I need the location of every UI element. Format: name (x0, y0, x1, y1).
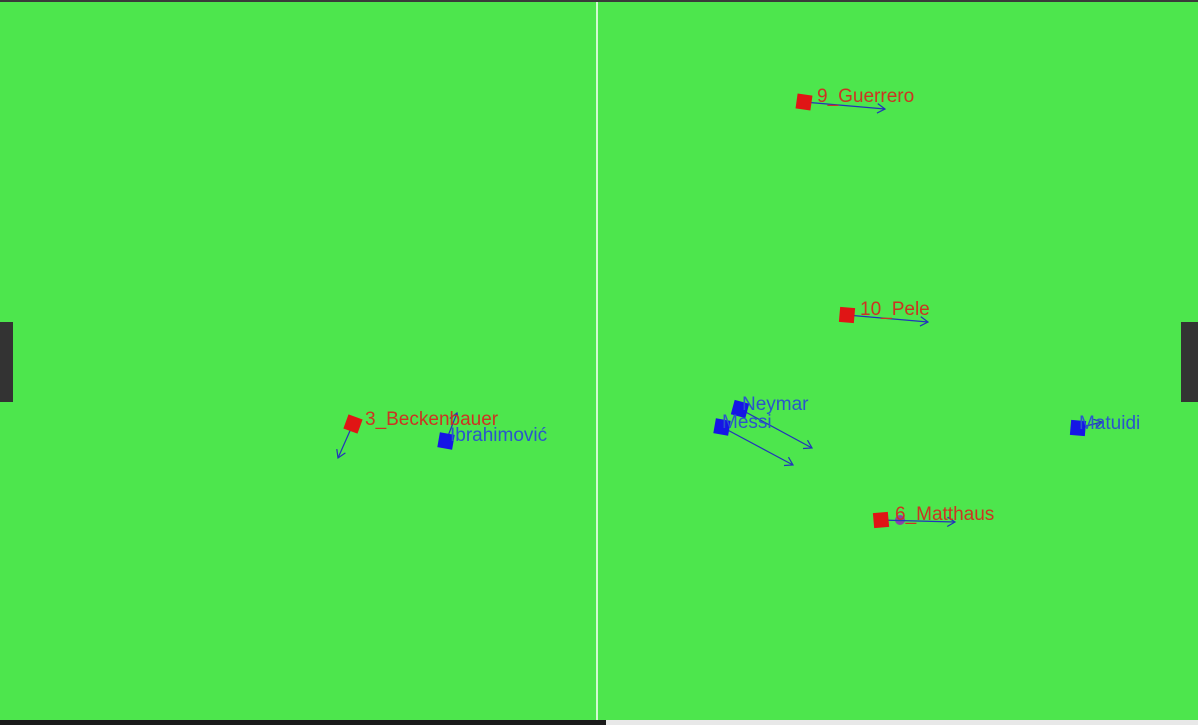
player-pele-heading-arrow (846, 314, 929, 323)
player-guerrero-arrow-head (876, 103, 887, 114)
player-messi-arrow-head (783, 456, 795, 467)
bottom-border-right (606, 720, 1198, 725)
player-matthaus-heading-arrow (880, 519, 956, 523)
player-label-guerrero: 9_Guerrero (817, 86, 914, 107)
player-label-neymar: Neymar (742, 394, 809, 415)
player-beckenbauer-arrow-head (336, 449, 346, 460)
player-matuidi-arrow-head (1093, 418, 1104, 429)
right-goal (1181, 322, 1198, 402)
player-marker-matthaus[interactable] (872, 511, 890, 529)
player-label-ibrahimovic: Ibrahimović (450, 425, 547, 446)
player-pele-arrow-head (919, 316, 930, 327)
player-label-matuidi: Matuidi (1079, 413, 1140, 434)
player-marker-neymar[interactable] (730, 399, 750, 419)
player-label-pele: 10_Pele (860, 299, 930, 320)
top-border (0, 0, 1198, 2)
player-neymar-heading-arrow (739, 408, 813, 449)
players-layer (336, 93, 1104, 529)
player-label-messi: Messi (722, 412, 772, 433)
player-marker-ibrahimovic[interactable] (437, 432, 455, 450)
player-label-beckenbauer: 3_Beckenbauer (365, 409, 499, 430)
player-marker-pele[interactable] (838, 306, 856, 324)
player-neymar-arrow-head (802, 439, 814, 450)
left-goal (0, 322, 13, 402)
player-marker-matuidi[interactable] (1069, 419, 1087, 437)
player-marker-beckenbauer[interactable] (343, 414, 363, 434)
player-messi-heading-arrow (721, 426, 794, 466)
player-matthaus-arrow-head (946, 516, 957, 528)
player-marker-messi[interactable] (713, 418, 731, 436)
player-ibrahimovic-arrow-head (449, 411, 460, 422)
player-label-matthaus: 6_Matthaus (895, 504, 994, 525)
player-guerrero-heading-arrow (803, 101, 886, 110)
player-marker-guerrero[interactable] (795, 93, 813, 111)
bottom-border-left (0, 720, 606, 725)
